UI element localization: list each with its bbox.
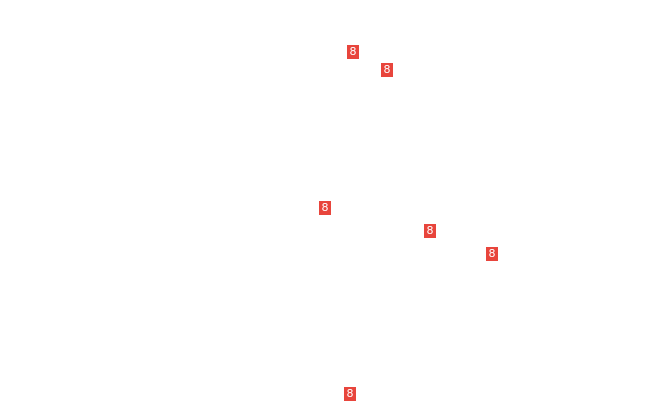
badge-marker[interactable]: 8 <box>381 63 393 77</box>
badge-marker[interactable]: 8 <box>319 201 331 215</box>
badge-marker[interactable]: 8 <box>486 247 498 261</box>
badge-marker[interactable]: 8 <box>344 387 356 401</box>
badge-marker[interactable]: 8 <box>424 224 436 238</box>
badge-marker[interactable]: 8 <box>347 45 359 59</box>
